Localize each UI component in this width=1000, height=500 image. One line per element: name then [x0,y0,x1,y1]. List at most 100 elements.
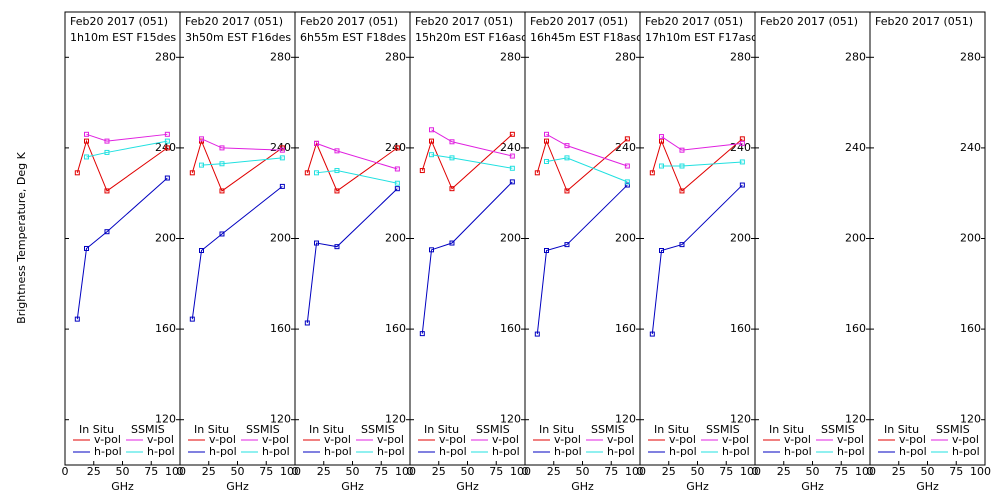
legend-label: v-pol [94,433,121,446]
marker [449,186,455,192]
series-line [546,133,628,167]
series-line [661,136,743,151]
x-tick-label: 75 [949,465,963,478]
x-tick-label: 100 [395,465,416,478]
marker [84,154,90,160]
marker [189,170,195,176]
marker [334,244,340,250]
x-tick-label: 100 [625,465,646,478]
x-tick-label: 50 [921,465,935,478]
marker [679,147,685,153]
marker [164,175,170,181]
series-line [201,138,283,151]
x-tick-label: 0 [177,465,184,478]
marker [624,179,630,185]
marker [509,165,515,171]
series-line [316,142,398,170]
marker [334,148,340,154]
marker [219,188,225,194]
marker [84,245,90,251]
marker [564,155,570,161]
x-tick-label: 0 [292,465,299,478]
series-line [536,138,628,192]
panel: Feb20 2017 (051) 6h55m EST F18des 120 160 20… [295,15,410,465]
legend-label: h-pol [784,445,812,458]
marker [564,242,570,248]
x-tick-label: 0 [752,465,759,478]
marker [314,140,320,146]
legend-label: h-pol [377,445,405,458]
y-tick-label: 120 [500,413,521,426]
panel-subtitle: 16h45m EST F18asc [530,31,642,44]
marker [314,170,320,176]
series-line [76,139,168,192]
legend-group-title: In Situ [769,423,804,436]
marker [739,159,745,165]
marker [624,182,630,188]
y-tick-label: 280 [960,50,981,63]
panel-title: Feb20 2017 (051) [760,15,858,28]
marker [219,231,225,237]
marker [509,179,515,185]
panel-frame [869,11,986,466]
y-tick-label: 160 [730,322,751,335]
series-line [306,188,398,324]
panel: Feb20 2017 (051) 15h20m EST F16asc 120 160 2… [410,15,525,465]
marker [304,170,310,176]
y-tick-label: 120 [270,413,291,426]
y-tick-label: 160 [155,322,176,335]
y-tick-label: 280 [385,50,406,63]
x-tick-label: 0 [62,465,69,478]
panel: Feb20 2017 (051) 17h10m EST F17asc 120 160 2… [640,15,755,465]
y-tick-label: 240 [500,141,521,154]
marker [334,188,340,194]
x-tick-label: 50 [346,465,360,478]
y-tick-label: 240 [615,141,636,154]
marker [394,145,400,151]
x-tick-label: 25 [87,465,101,478]
y-tick-label: 280 [845,50,866,63]
marker [429,247,435,253]
y-tick-label: 200 [960,232,981,245]
marker [509,153,515,159]
x-tick-label: 75 [834,465,848,478]
legend-group-title: In Situ [424,423,459,436]
marker [534,331,540,337]
y-tick-label: 280 [615,50,636,63]
marker [84,138,90,144]
marker [534,170,540,176]
x-tick-label: 100 [740,465,761,478]
series-line [651,184,743,335]
marker [334,168,340,174]
y-tick-label: 280 [155,50,176,63]
y-tick-label: 160 [845,322,866,335]
series-line [191,139,283,192]
legend-group-title: In Situ [79,423,114,436]
legend-label: v-pol [899,433,926,446]
x-tick-label: 0 [522,465,529,478]
marker [74,316,80,322]
legend-label: v-pol [209,433,236,446]
y-tick-label: 160 [385,322,406,335]
marker [449,240,455,246]
x-axis-label: GHz [801,480,824,493]
x-tick-label: 50 [576,465,590,478]
legend-label: h-pol [837,445,865,458]
y-tick-label: 280 [500,50,521,63]
marker [449,139,455,145]
series-line [546,157,628,183]
x-axis-label: GHz [111,480,134,493]
x-tick-label: 0 [407,465,414,478]
y-tick-label: 200 [155,232,176,245]
x-tick-label: 100 [280,465,301,478]
legend-label: h-pol [554,445,582,458]
legend-label: v-pol [554,433,581,446]
marker [429,152,435,158]
x-tick-label: 25 [662,465,676,478]
legend-group-title: SSMIS [476,423,510,436]
marker [429,138,435,144]
legend-label: h-pol [669,445,697,458]
marker [564,143,570,149]
panel-subtitle: 1h10m EST F15des [70,31,176,44]
